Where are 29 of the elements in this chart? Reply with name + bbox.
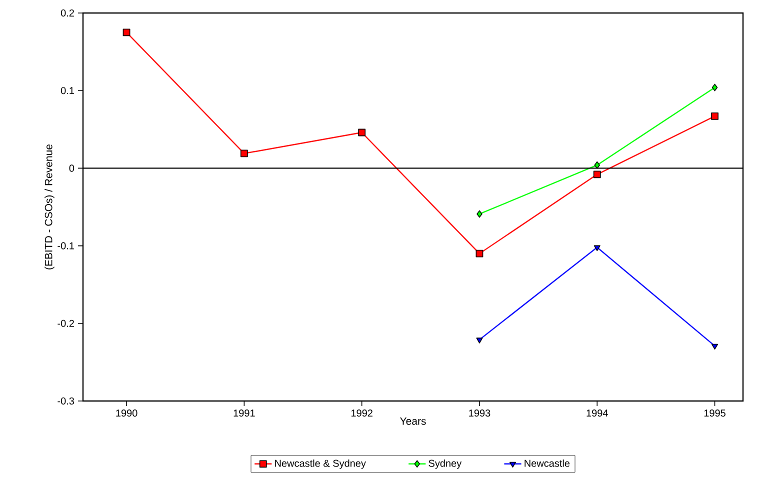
point	[712, 84, 718, 92]
x-tick-label: 1995	[704, 410, 726, 417]
point	[594, 161, 600, 169]
y-tick-label: -0.3	[58, 397, 74, 405]
x-tick-label: 1993	[469, 410, 490, 417]
legend-label: Newcastle	[524, 460, 570, 467]
point	[358, 128, 366, 136]
x-tick-label: 1994	[586, 410, 608, 417]
y-tick-label: 0.1	[60, 87, 74, 94]
point	[476, 250, 484, 258]
point	[711, 112, 718, 120]
point	[240, 150, 248, 158]
y-tick-label: 0.2	[60, 9, 74, 17]
point	[593, 170, 601, 178]
point	[594, 245, 600, 252]
point	[476, 338, 483, 344]
x-tick-label: 1990	[116, 410, 138, 417]
legend-label: Sydney	[428, 460, 462, 469]
x-axis-title: Years	[400, 417, 426, 425]
x-tick-label: 1991	[234, 410, 255, 417]
y-tick-label: -0.1	[58, 242, 74, 250]
y-tick-label: -0.2	[58, 320, 74, 327]
point	[476, 210, 482, 218]
point	[712, 344, 718, 350]
point	[122, 28, 130, 36]
y-axis-title: (EBITD - CSOs) / Revenue	[44, 144, 54, 270]
legend-label: Newcastle & Sydney	[275, 460, 366, 469]
y-tick-label: 0	[69, 164, 74, 172]
x-tick-label: 1992	[351, 410, 372, 417]
